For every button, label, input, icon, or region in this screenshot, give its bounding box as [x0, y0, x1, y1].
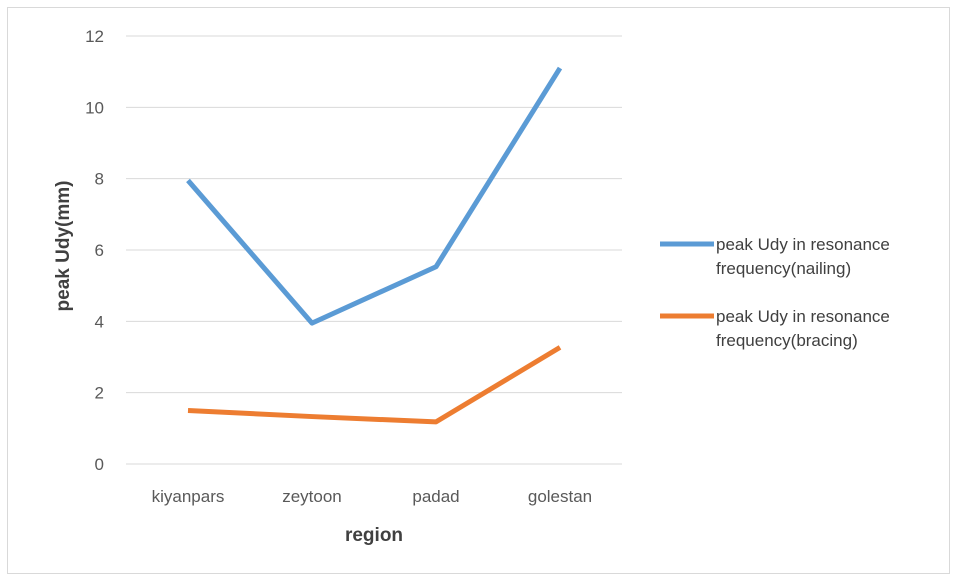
x-tick-label: kiyanpars [152, 487, 225, 506]
series-line-1 [186, 66, 563, 326]
series-line-2 [187, 345, 562, 425]
gridlines [126, 35, 622, 394]
x-tick-label: golestan [528, 487, 592, 506]
legend-label: peak Udy in resonance frequency(nailing) [716, 235, 890, 278]
y-tick-label: 12 [85, 27, 104, 46]
y-tick-label: 6 [95, 241, 104, 260]
y-axis-ticks: 0 2 4 6 8 10 12 [85, 27, 104, 474]
legend: peak Udy in resonance frequency(nailing) p… [660, 235, 890, 350]
series-lines [186, 66, 563, 425]
x-axis-ticks: kiyanpars zeytoon padad golestan [152, 487, 593, 506]
x-axis-title: region [345, 525, 403, 546]
x-tick-label: padad [412, 487, 459, 506]
y-tick-label: 2 [95, 384, 104, 403]
y-tick-label: 4 [95, 312, 104, 331]
legend-item: peak Udy in resonance frequency(bracing) [660, 307, 890, 350]
legend-label: peak Udy in resonance frequency(bracing) [716, 307, 890, 350]
y-tick-label: 0 [95, 455, 104, 474]
x-tick-label: zeytoon [282, 487, 342, 506]
legend-item: peak Udy in resonance frequency(nailing) [660, 235, 890, 278]
y-axis-title: peak Udy(mm) [53, 181, 74, 312]
chart-frame [7, 7, 950, 574]
y-tick-label: 10 [85, 98, 104, 117]
y-tick-label: 8 [95, 170, 104, 189]
